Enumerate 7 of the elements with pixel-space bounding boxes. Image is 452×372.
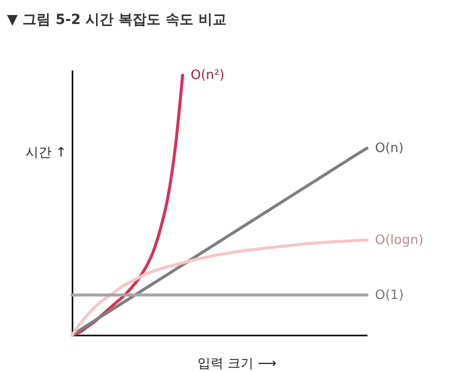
series-label: O(n): [375, 141, 404, 156]
y-axis-title: 시간 ↑: [25, 146, 66, 160]
series-label: O(logn): [375, 233, 424, 248]
x-axis-title: 입력 크기 ⟶: [198, 356, 276, 372]
series-label: O(1): [375, 288, 404, 303]
chart-title: ▼ 그림 5-2 시간 복잡도 속도 비교: [6, 12, 226, 28]
series-label: O(n²): [190, 68, 224, 84]
